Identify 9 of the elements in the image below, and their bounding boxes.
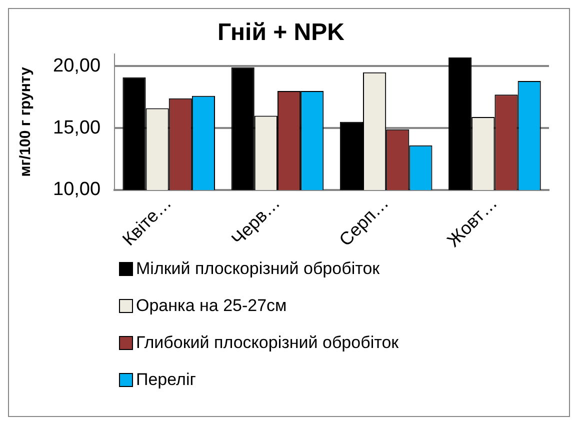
y-tick-label: 20,00 bbox=[53, 55, 101, 76]
legend-label: Мілкий плоскорізний обробіток bbox=[136, 259, 380, 279]
legend-label: Глибокий плоскорізний обробіток bbox=[136, 333, 399, 353]
legend-label: Переліг bbox=[136, 370, 196, 390]
legend-label: Оранка на 25-27см bbox=[136, 296, 287, 316]
chart-title: Гній + NPK bbox=[218, 19, 346, 46]
y-axis-title: мг/100 г грунту bbox=[17, 66, 34, 177]
y-tick-label: 10,00 bbox=[53, 179, 101, 200]
y-tick-label: 15,00 bbox=[53, 117, 101, 138]
